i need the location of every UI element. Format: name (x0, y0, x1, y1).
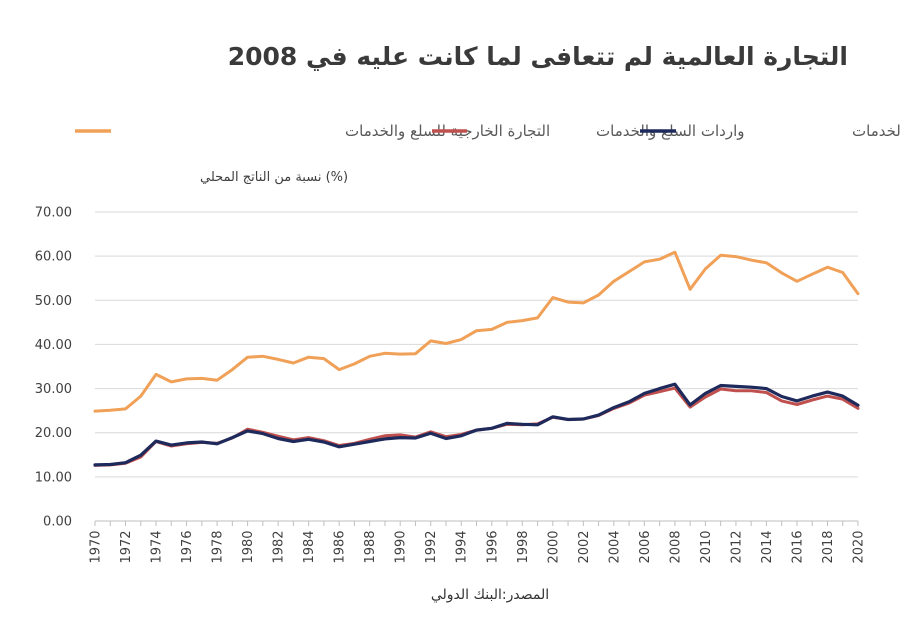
x-tick-label: 2000 (546, 530, 561, 563)
x-tick-label: 1988 (363, 530, 378, 563)
y-tick-label: 50.00 (35, 294, 72, 309)
x-tick-label: 2002 (577, 530, 592, 563)
y-tick-label: 10.00 (35, 470, 72, 485)
x-tick-label: 2016 (790, 530, 805, 563)
y-tick-label: 30.00 (35, 382, 72, 397)
x-tick-label: 1972 (119, 530, 134, 563)
x-tick-label: 1992 (424, 530, 439, 563)
y-tick-label: 60.00 (35, 250, 72, 265)
y-axis-unit-label: (%) نسبة من الناتج المحلي (200, 170, 348, 185)
legend: التجارة الخارجية للسلع والخدمات واردات ال… (75, 122, 900, 140)
x-tick-label: 1982 (272, 530, 287, 563)
x-tick-label: 2014 (760, 530, 775, 563)
x-tick-label: 1998 (516, 530, 531, 563)
legend-label-3: صادرات السلع والخدمات (852, 122, 900, 140)
series-line-1 (93, 250, 860, 413)
x-tick-label: 2008 (668, 530, 683, 563)
x-tick-label: 1990 (394, 530, 409, 563)
x-tick-label: 1970 (89, 530, 104, 563)
x-tick-label: 2006 (638, 530, 653, 563)
x-tick-label: 1976 (180, 530, 195, 563)
series-line-2 (93, 386, 860, 467)
x-tick-label: 2004 (607, 530, 622, 563)
x-tick-label: 2012 (729, 530, 744, 563)
chart-title: التجارة العالمية لم تتعافى لما كانت عليه… (227, 42, 848, 71)
x-tick-label: 1980 (241, 530, 256, 563)
x-tick-label: 1984 (302, 530, 317, 563)
x-tick-label: 1996 (485, 530, 500, 563)
series-line-3 (93, 382, 860, 467)
axes: 0.00 10.00 20.00 30.00 40.00 50.00 60.00 70.00 1… (35, 206, 867, 564)
x-tick-label: 1978 (211, 530, 226, 563)
series-lines (93, 250, 860, 467)
x-tick-label: 1994 (455, 530, 470, 563)
x-tick-label: 2010 (699, 530, 714, 563)
x-tick-label: 1974 (150, 530, 165, 563)
source-label: المصدر:البنك الدولي (431, 587, 549, 603)
y-tick-label: 20.00 (35, 426, 72, 441)
x-tick-label: 2018 (821, 530, 836, 563)
x-tick-label: 2020 (852, 530, 867, 563)
y-tick-label: 70.00 (35, 206, 72, 221)
y-tick-label: 40.00 (35, 338, 72, 353)
y-tick-label: 0.00 (43, 515, 72, 530)
x-tick-label: 1986 (333, 530, 348, 563)
